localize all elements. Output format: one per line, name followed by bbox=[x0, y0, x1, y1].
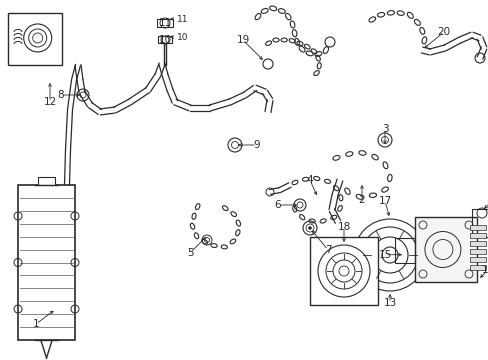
Bar bbox=[394, 238, 414, 262]
Text: 17: 17 bbox=[378, 196, 391, 206]
Text: 2: 2 bbox=[358, 195, 365, 205]
Bar bbox=[469, 265, 485, 270]
Text: 9: 9 bbox=[253, 140, 260, 150]
Text: 12: 12 bbox=[43, 97, 57, 107]
Bar bbox=[469, 257, 485, 262]
Bar bbox=[8, 13, 62, 65]
Text: 4: 4 bbox=[306, 175, 313, 185]
Text: 5: 5 bbox=[186, 248, 193, 258]
Text: 7: 7 bbox=[324, 245, 331, 255]
Text: 10: 10 bbox=[158, 35, 171, 45]
Text: 18: 18 bbox=[337, 222, 350, 232]
Text: 11: 11 bbox=[177, 14, 188, 23]
Bar bbox=[469, 225, 485, 230]
Circle shape bbox=[308, 226, 311, 230]
Text: 1: 1 bbox=[33, 319, 39, 329]
Bar bbox=[18, 185, 75, 340]
Bar bbox=[309, 237, 377, 305]
Text: 15: 15 bbox=[378, 250, 391, 260]
Bar bbox=[469, 241, 485, 246]
Bar bbox=[158, 36, 172, 43]
Text: 20: 20 bbox=[437, 27, 449, 37]
Text: 13: 13 bbox=[383, 298, 396, 308]
Text: 11: 11 bbox=[158, 18, 171, 28]
Text: 3: 3 bbox=[381, 124, 387, 134]
Bar bbox=[471, 209, 488, 237]
Bar bbox=[38, 177, 55, 185]
Bar bbox=[157, 19, 173, 27]
Text: 19: 19 bbox=[236, 35, 249, 45]
Bar bbox=[469, 249, 485, 254]
Text: 6: 6 bbox=[274, 200, 281, 210]
Text: 14: 14 bbox=[480, 265, 488, 275]
Bar bbox=[469, 233, 485, 238]
Text: 10: 10 bbox=[177, 32, 188, 41]
Bar bbox=[414, 217, 476, 282]
Text: 8: 8 bbox=[58, 90, 64, 100]
